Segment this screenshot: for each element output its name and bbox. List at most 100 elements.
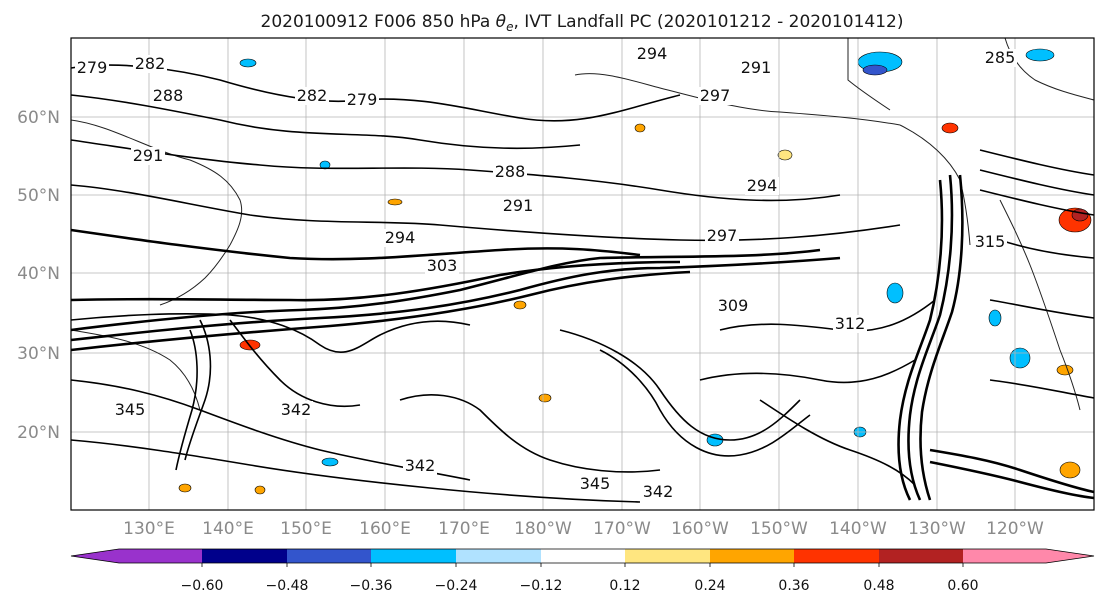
contour-label-bg [833,315,867,333]
colorbar-tick-label: 0.12 [609,578,640,594]
theta-e-contour [70,439,641,503]
contour-label-bg [425,257,459,275]
contour-label-bg [698,87,732,105]
contour-label-bg [295,87,329,105]
pc-shading-patch [1059,461,1081,479]
theta-e-contour [70,270,691,352]
colorbar-segment [710,549,794,563]
contour-label-bg [578,475,612,493]
coastline [70,119,243,246]
lon-label: 160°W [671,519,729,539]
theta-e-contour [70,313,471,353]
lon-label: 160°E [359,519,411,539]
theta-e-contour [929,448,1095,494]
contour-label: 288 [153,86,184,105]
pc-shading-patch [178,483,192,493]
lon-label: 140°E [202,519,254,539]
pc-shading-patch [239,58,257,68]
pc-shading-patch [387,198,403,206]
theta-e-contour [929,460,1095,500]
theta-e-contour [559,329,801,441]
colorbar-segment [287,549,371,563]
contour-label: 297 [707,226,738,245]
contour-label: 294 [747,176,778,195]
lon-label: 120°W [986,519,1044,539]
contour-label: 297 [700,86,731,105]
pc-shading-patch [1009,347,1031,369]
contour-label-bg [151,87,185,105]
contour-label: 315 [975,232,1006,251]
colorbar-segment [963,549,1094,563]
theta-e-contour [70,94,581,150]
theta-e-contour [979,189,1095,216]
lat-label: 40°N [17,264,60,284]
colorbar [70,548,1095,564]
theta-e-contour [989,379,1095,399]
figure-title: 2020100912 F006 850 hPa θe, IVT Landfall… [261,12,904,34]
map-panel: 279 282 282 288 279 294 291 297 288 291 294 297 294 3… [70,37,1095,511]
theta-e-contour [759,399,916,486]
contour-label-bg [383,229,417,247]
latitude-labels: 60°N 50°N 40°N 30°N 20°N [17,108,60,443]
pc-shading-patch [321,457,339,467]
lon-label: 180°W [514,519,572,539]
colorbar-segment [71,549,202,563]
theta-e-contour [175,329,198,471]
pc-shading-patch [777,149,793,161]
contour-labels: 279 282 282 288 279 294 291 297 288 291 294 297 294 3… [75,44,1017,501]
contour-label-bg [345,91,379,109]
lon-label: 150°W [750,519,808,539]
colorbar-segment [202,549,287,563]
colorbar-tick-label: −0.24 [435,578,478,594]
coastline [70,329,201,411]
theta-e-contour [979,169,1095,196]
contour-label: 291 [133,146,164,165]
contour-label-bg [973,233,1007,251]
colorbar-tick-label: −0.48 [266,578,309,594]
colorbar-segment [541,549,625,563]
theta-e-contour [897,179,944,501]
contour-label-bg [983,49,1017,67]
lon-label: 130°W [908,519,966,539]
contour-label-bg [75,59,109,77]
theta-e-contour [70,256,841,342]
theta-e-contour [70,184,901,242]
pc-shading-patch [634,123,646,133]
colorbar-tick-label: 0.24 [694,578,725,594]
contour-label: 342 [405,456,436,475]
theta-e-contour [70,379,471,481]
colorbar-outline [70,548,1095,564]
contour-label: 303 [427,256,458,275]
contour-label-bg [745,177,779,195]
theta-e-contour [999,239,1095,259]
colorbar-tick-label: −0.12 [520,578,563,594]
contour-label: 285 [985,48,1016,67]
contour-label-bg [641,483,675,501]
contour-label: 312 [835,314,866,333]
pc-shading-patch [1071,208,1089,222]
colorbar-tick-labels: −0.60 −0.48 −0.36 −0.24 −0.12 0.12 0.24 0.36 0.4… [181,563,979,594]
contour-label: 345 [115,400,146,419]
contour-label-bg [133,55,167,73]
theta-e-contour [599,349,811,457]
colorbar-segment [625,549,710,563]
colorbar-tick-label: 0.48 [863,578,894,594]
colorbar-segment [456,549,541,563]
theta-e-contour [399,394,661,473]
longitude-labels: 130°E 140°E 150°E 160°E 170°E 180°W 170°W 160°W… [123,519,1044,539]
pc-shading-patch [941,122,959,134]
contour-label: 291 [503,196,534,215]
theta-e-contour [229,319,361,408]
gridlines [71,38,1094,510]
theta-e-contour [184,319,212,461]
pc-shading-patch [988,309,1002,327]
pc-shading-patch [886,282,904,304]
colorbar-segment [879,549,963,563]
theta-e-contour [699,359,916,384]
lat-label: 30°N [17,344,60,364]
contour-label-bg [403,457,437,475]
theta-e-contour [70,139,841,202]
contour-label: 282 [297,86,328,105]
coastline [847,38,891,111]
lat-label: 60°N [17,108,60,128]
